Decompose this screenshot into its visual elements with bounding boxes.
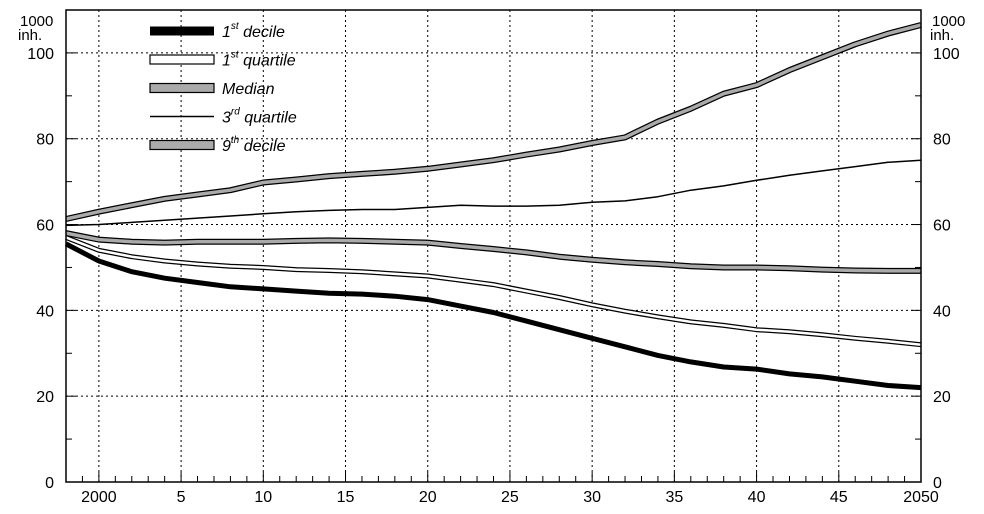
y-tick-label-right: 60	[933, 218, 951, 235]
series-1st-decile	[64, 241, 922, 391]
y-tick-label-left: 0	[45, 475, 54, 492]
y-unit-right-line1: 1000	[932, 13, 965, 30]
legend-3rd-quartile-label: 3rd quartile	[222, 107, 297, 127]
y-axis-left: 0 20 40 60 80 100	[27, 46, 54, 492]
x-tick-label: 25	[501, 489, 519, 506]
y-tick-label-right: 40	[933, 303, 951, 320]
series-lines	[64, 22, 922, 391]
y-tick-label-right: 0	[933, 475, 942, 492]
x-tick-label: 40	[748, 489, 766, 506]
x-tick-label: 10	[254, 489, 272, 506]
legend-9th-decile-label: 9th decile	[222, 135, 286, 155]
plot-frame	[65, 9, 922, 483]
x-tick-label: 2000	[81, 489, 117, 506]
y-unit-left-line1: 1000	[20, 13, 53, 30]
y-axis-right: 0 20 40 60 80 100	[933, 46, 960, 492]
y-tick-label-right: 80	[933, 132, 951, 149]
series-9th-decile	[65, 23, 922, 221]
x-tick-label: 15	[337, 489, 355, 506]
x-tick-label: 30	[583, 489, 601, 506]
legend-1st-decile-swatch	[150, 26, 214, 36]
y-tick-label-left: 80	[36, 132, 54, 149]
legend-median-label: Median	[222, 81, 275, 98]
series-3rd-quartile	[65, 159, 922, 227]
series-1st-quartile	[65, 236, 922, 346]
legend-1st-quartile-label: 1st quartile	[222, 50, 296, 70]
y-tick-label-right: 20	[933, 389, 951, 406]
x-tick-label: 2050	[903, 489, 939, 506]
x-tick-label: 35	[665, 489, 683, 506]
grid	[66, 10, 921, 482]
legend-9th-decile-swatch	[149, 139, 215, 151]
y-tick-label-left: 60	[36, 218, 54, 235]
y-tick-label-left: 20	[36, 389, 54, 406]
series-median	[65, 231, 921, 273]
y-tick-label-left: 100	[27, 46, 54, 63]
y-unit-left-line2: inh.	[18, 27, 42, 44]
x-tick-label: 45	[830, 489, 848, 506]
legend-1st-decile-label: 1st decile	[222, 21, 285, 41]
legend-median-swatch	[149, 82, 215, 94]
legend: 1st decile 1st quartile Median 3rd quartile…	[149, 21, 297, 155]
series-1st-quartile-outline	[65, 235, 922, 348]
y-tick-label-right: 100	[933, 46, 960, 63]
legend-1st-quartile-swatch	[149, 54, 215, 65]
x-axis: 2000 5 10 15 20 25 30 35 40 45 2050	[81, 489, 939, 506]
series-9th-decile-outline	[65, 22, 922, 222]
y-tick-label-left: 40	[36, 303, 54, 320]
ticks	[65, 9, 922, 483]
y-unit-right-line2: inh.	[930, 27, 954, 44]
x-tick-label: 5	[177, 489, 186, 506]
x-tick-label: 20	[419, 489, 437, 506]
